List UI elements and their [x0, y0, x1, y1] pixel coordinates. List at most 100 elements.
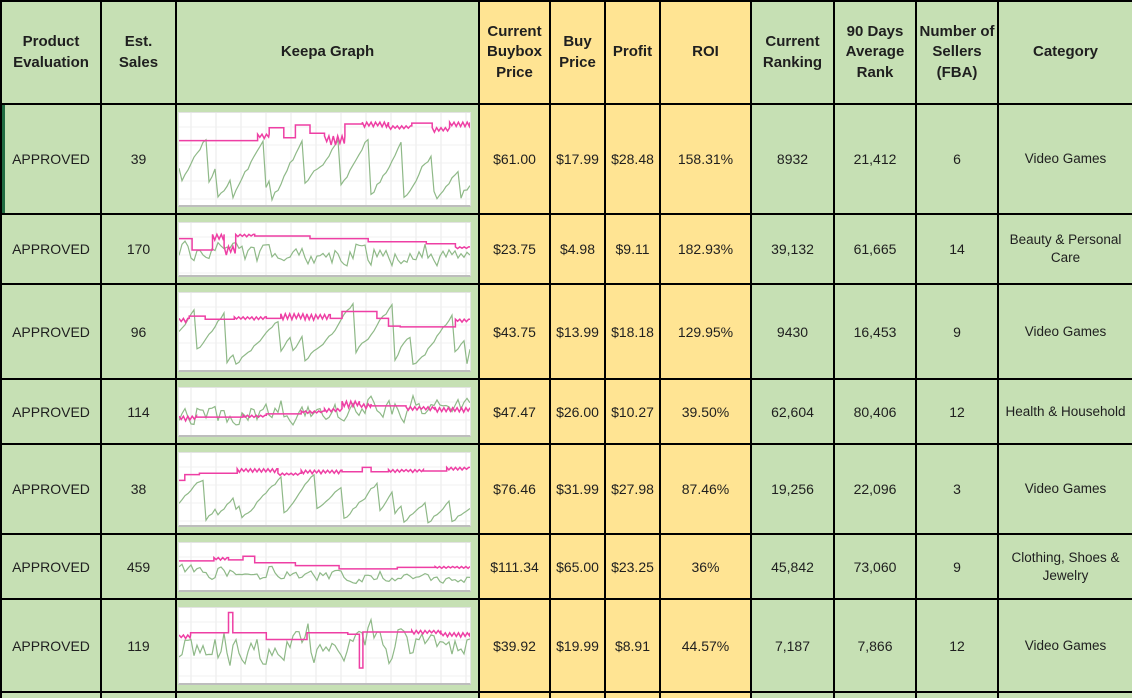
cell-sellers-fba[interactable]: 12: [915, 598, 999, 693]
cell-current-ranking[interactable]: 9430: [750, 283, 835, 380]
col-header-category[interactable]: Category: [997, 0, 1132, 105]
cell-buy-price[interactable]: $26.00: [549, 378, 606, 445]
cell-current-buybox-price[interactable]: $39.92: [478, 598, 551, 693]
cell-keepa-graph[interactable]: [175, 533, 480, 600]
cell-product-evaluation[interactable]: APPROVED: [0, 103, 102, 215]
col-header-profit[interactable]: Profit: [604, 0, 661, 105]
cell-current-ranking[interactable]: 19,256: [750, 443, 835, 535]
cell-roi[interactable]: 39.50%: [659, 378, 752, 445]
cell-buy-price[interactable]: $19.99: [549, 598, 606, 693]
col-header-product-evaluation[interactable]: Product Evaluation: [0, 0, 102, 105]
cell-90-days-average-rank[interactable]: 22,096: [833, 443, 917, 535]
col-header-est-sales[interactable]: Est. Sales: [100, 0, 177, 105]
cell-current-ranking[interactable]: 62,604: [750, 378, 835, 445]
cell-buy-price[interactable]: $65.00: [549, 533, 606, 600]
cell-est-sales[interactable]: 119: [100, 598, 177, 693]
cell-category[interactable]: Beauty & Personal Care: [997, 213, 1132, 285]
cell-est-sales[interactable]: 459: [100, 533, 177, 600]
cell-roi[interactable]: 44.57%: [659, 598, 752, 693]
cell-current-ranking[interactable]: [750, 691, 835, 698]
cell-buy-price[interactable]: $31.99: [549, 443, 606, 535]
cell-90-days-average-rank[interactable]: 80,406: [833, 378, 917, 445]
cell-roi[interactable]: 87.46%: [659, 443, 752, 535]
cell-keepa-graph[interactable]: [175, 378, 480, 445]
cell-roi[interactable]: 36%: [659, 533, 752, 600]
cell-product-evaluation[interactable]: APPROVED: [0, 443, 102, 535]
cell-keepa-graph[interactable]: [175, 598, 480, 693]
cell-profit[interactable]: $10.27: [604, 378, 661, 445]
cell-category[interactable]: Clothing, Shoes & Jewelry: [997, 533, 1132, 600]
cell-category[interactable]: Video Games: [997, 443, 1132, 535]
cell-est-sales[interactable]: 114: [100, 378, 177, 445]
cell-est-sales[interactable]: 39: [100, 103, 177, 215]
cell-90-days-average-rank[interactable]: 21,412: [833, 103, 917, 215]
cell-est-sales[interactable]: [100, 691, 177, 698]
cell-profit[interactable]: $28.48: [604, 103, 661, 215]
cell-keepa-graph[interactable]: [175, 443, 480, 535]
cell-category[interactable]: Video Games: [997, 598, 1132, 693]
cell-90-days-average-rank[interactable]: [833, 691, 917, 698]
cell-est-sales[interactable]: 170: [100, 213, 177, 285]
cell-est-sales[interactable]: 96: [100, 283, 177, 380]
cell-keepa-graph[interactable]: [175, 213, 480, 285]
cell-current-buybox-price[interactable]: $43.75: [478, 283, 551, 380]
col-header-keepa-graph[interactable]: Keepa Graph: [175, 0, 480, 105]
cell-keepa-graph[interactable]: [175, 103, 480, 215]
cell-product-evaluation[interactable]: APPROVED: [0, 598, 102, 693]
cell-keepa-graph[interactable]: [175, 691, 480, 698]
cell-profit[interactable]: [604, 691, 661, 698]
cell-buy-price[interactable]: $17.99: [549, 103, 606, 215]
cell-current-ranking[interactable]: 7,187: [750, 598, 835, 693]
cell-sellers-fba[interactable]: 12: [915, 378, 999, 445]
cell-keepa-graph[interactable]: [175, 283, 480, 380]
cell-current-ranking[interactable]: 45,842: [750, 533, 835, 600]
cell-90-days-average-rank[interactable]: 7,866: [833, 598, 917, 693]
cell-90-days-average-rank[interactable]: 73,060: [833, 533, 917, 600]
cell-current-buybox-price[interactable]: [478, 691, 551, 698]
cell-current-buybox-price[interactable]: $47.47: [478, 378, 551, 445]
cell-product-evaluation[interactable]: APPROVED: [0, 283, 102, 380]
cell-category[interactable]: [997, 691, 1132, 698]
cell-est-sales[interactable]: 38: [100, 443, 177, 535]
cell-profit[interactable]: $9.11: [604, 213, 661, 285]
cell-sellers-fba[interactable]: 9: [915, 283, 999, 380]
cell-roi[interactable]: [659, 691, 752, 698]
cell-current-buybox-price[interactable]: $23.75: [478, 213, 551, 285]
col-header-90-days-average-rank[interactable]: 90 Days Average Rank: [833, 0, 917, 105]
cell-buy-price[interactable]: $13.99: [549, 283, 606, 380]
cell-profit[interactable]: $27.98: [604, 443, 661, 535]
cell-product-evaluation[interactable]: APPROVED: [0, 378, 102, 445]
cell-sellers-fba[interactable]: [915, 691, 999, 698]
cell-category[interactable]: Video Games: [997, 103, 1132, 215]
cell-sellers-fba[interactable]: 9: [915, 533, 999, 600]
col-header-current-buybox-price[interactable]: Current Buybox Price: [478, 0, 551, 105]
cell-sellers-fba[interactable]: 3: [915, 443, 999, 535]
cell-90-days-average-rank[interactable]: 16,453: [833, 283, 917, 380]
cell-product-evaluation[interactable]: APPROVED: [0, 533, 102, 600]
col-header-roi[interactable]: ROI: [659, 0, 752, 105]
cell-category[interactable]: Health & Household: [997, 378, 1132, 445]
cell-current-buybox-price[interactable]: $111.34: [478, 533, 551, 600]
cell-current-buybox-price[interactable]: $61.00: [478, 103, 551, 215]
cell-buy-price[interactable]: [549, 691, 606, 698]
cell-roi[interactable]: 158.31%: [659, 103, 752, 215]
cell-category[interactable]: Video Games: [997, 283, 1132, 380]
cell-current-ranking[interactable]: 39,132: [750, 213, 835, 285]
col-header-number-of-sellers-fba[interactable]: Number of Sellers (FBA): [915, 0, 999, 105]
cell-90-days-average-rank[interactable]: 61,665: [833, 213, 917, 285]
cell-product-evaluation[interactable]: APPROVED: [0, 213, 102, 285]
col-header-current-ranking[interactable]: Current Ranking: [750, 0, 835, 105]
cell-buy-price[interactable]: $4.98: [549, 213, 606, 285]
cell-roi[interactable]: 182.93%: [659, 213, 752, 285]
cell-profit[interactable]: $23.25: [604, 533, 661, 600]
cell-roi[interactable]: 129.95%: [659, 283, 752, 380]
cell-current-ranking[interactable]: 8932: [750, 103, 835, 215]
cell-current-buybox-price[interactable]: $76.46: [478, 443, 551, 535]
cell-sellers-fba[interactable]: 14: [915, 213, 999, 285]
cell-profit[interactable]: $8.91: [604, 598, 661, 693]
cell-sellers-fba[interactable]: 6: [915, 103, 999, 215]
col-header-buy-price[interactable]: Buy Price: [549, 0, 606, 105]
cell-profit[interactable]: $18.18: [604, 283, 661, 380]
cell-product-evaluation[interactable]: [0, 691, 102, 698]
